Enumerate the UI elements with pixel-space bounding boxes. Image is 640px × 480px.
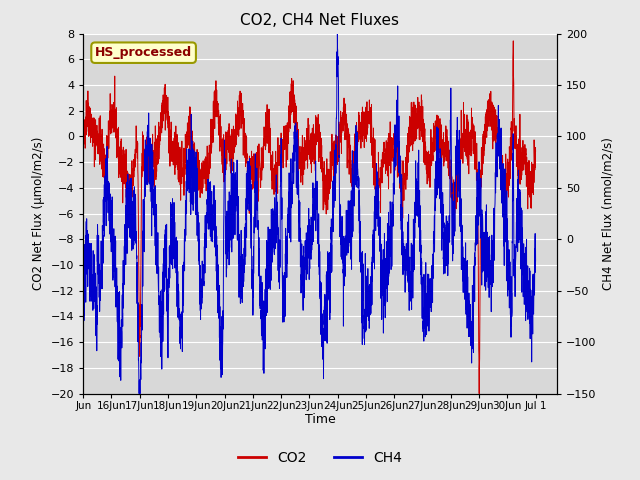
Legend: CO2, CH4: CO2, CH4 <box>232 445 408 471</box>
Text: HS_processed: HS_processed <box>95 46 192 59</box>
Y-axis label: CH4 Net Flux (nmol/m2/s): CH4 Net Flux (nmol/m2/s) <box>602 137 615 290</box>
Y-axis label: CO2 Net Flux (μmol/m2/s): CO2 Net Flux (μmol/m2/s) <box>32 137 45 290</box>
Title: CO2, CH4 Net Fluxes: CO2, CH4 Net Fluxes <box>241 13 399 28</box>
X-axis label: Time: Time <box>305 413 335 426</box>
